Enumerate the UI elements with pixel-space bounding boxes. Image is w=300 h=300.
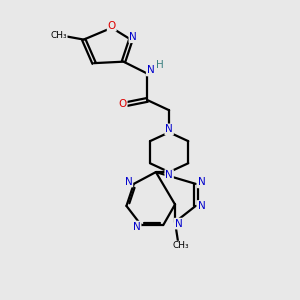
Text: CH₃: CH₃ xyxy=(172,241,189,250)
Text: N: N xyxy=(198,177,206,188)
Text: CH₃: CH₃ xyxy=(50,31,67,40)
Text: N: N xyxy=(198,201,206,211)
Text: N: N xyxy=(129,32,137,42)
Text: O: O xyxy=(108,21,116,31)
Text: N: N xyxy=(165,170,173,180)
Text: N: N xyxy=(147,65,154,76)
Text: N: N xyxy=(133,222,141,232)
Text: N: N xyxy=(175,219,182,229)
Text: N: N xyxy=(124,176,132,187)
Text: O: O xyxy=(118,99,127,110)
Text: H: H xyxy=(156,60,164,70)
Text: N: N xyxy=(165,124,173,134)
